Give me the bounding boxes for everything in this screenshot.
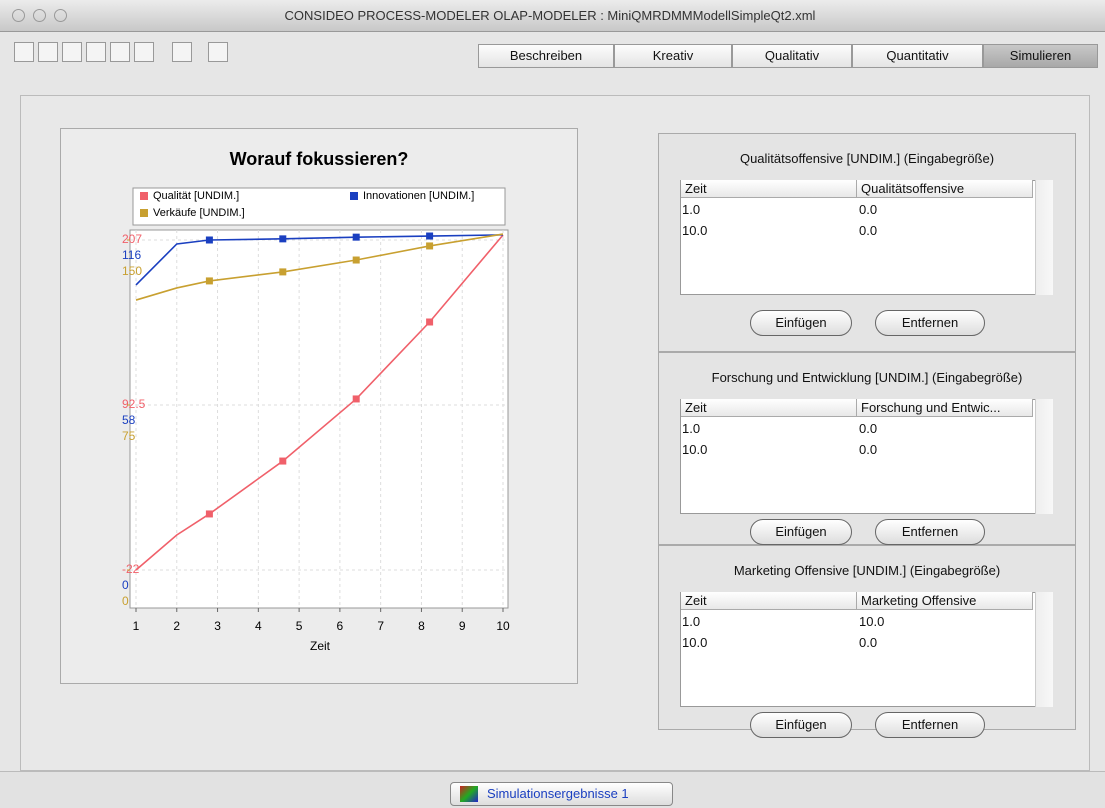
button[interactable]: Einfügen	[750, 310, 852, 336]
column-header: Qualitätsoffensive	[857, 180, 1033, 198]
results-icon	[460, 786, 478, 802]
table-cell: 10.0	[682, 223, 708, 238]
button[interactable]: Entfernen	[875, 519, 985, 545]
table-cell: 10.0	[682, 635, 708, 650]
minimize-button[interactable]	[33, 9, 46, 22]
table-cell: 0.0	[859, 421, 878, 436]
table-cell: 0.0	[859, 223, 878, 238]
button[interactable]: Einfügen	[750, 519, 852, 545]
table-cell: 0.0	[859, 635, 878, 650]
undo-icon[interactable]	[110, 42, 130, 62]
open-icon[interactable]	[38, 42, 58, 62]
zoom-button[interactable]	[54, 9, 67, 22]
tab[interactable]: Simulieren	[983, 44, 1098, 68]
table-cell: 1.0	[682, 202, 701, 217]
column-header: Zeit	[681, 592, 857, 610]
scrollbar	[1035, 592, 1053, 707]
table	[680, 592, 1053, 707]
table-cell: 0.0	[859, 442, 878, 457]
column-header: Forschung und Entwic...	[857, 399, 1033, 417]
title-bar: CONSIDEO PROCESS-MODELER OLAP-MODELER : …	[0, 0, 1105, 32]
scrollbar	[1035, 399, 1053, 514]
table-cell: 0.0	[859, 202, 878, 217]
window-title: CONSIDEO PROCESS-MODELER OLAP-MODELER : …	[284, 8, 816, 23]
scrollbar	[1035, 180, 1053, 295]
results-tab[interactable]: Simulationsergebnisse 1	[450, 782, 673, 806]
tab[interactable]: Kreativ	[614, 44, 732, 68]
tab[interactable]: Beschreiben	[478, 44, 614, 68]
new-icon[interactable]	[14, 42, 34, 62]
column-header: Zeit	[681, 180, 857, 198]
button[interactable]: Entfernen	[875, 712, 985, 738]
table-cell: 10.0	[859, 614, 885, 629]
column-header: Marketing Offensive	[857, 592, 1033, 610]
table-cell: 1.0	[682, 421, 701, 436]
table-cell: 1.0	[682, 614, 701, 629]
button[interactable]: Einfügen	[750, 712, 852, 738]
button[interactable]: Entfernen	[875, 310, 985, 336]
tab[interactable]: Quantitativ	[852, 44, 983, 68]
chart-panel	[60, 128, 578, 684]
redo-icon[interactable]	[134, 42, 154, 62]
copy-icon[interactable]	[62, 42, 82, 62]
panel-title: Qualitätsoffensive [UNDIM.] (Eingabegröß…	[739, 151, 995, 166]
close-button[interactable]	[12, 9, 25, 22]
export-icon[interactable]	[208, 42, 228, 62]
column-header: Zeit	[681, 399, 857, 417]
tab[interactable]: Qualitativ	[732, 44, 852, 68]
table-cell: 10.0	[682, 442, 708, 457]
table	[680, 399, 1053, 514]
run-icon[interactable]	[172, 42, 192, 62]
panel-title: Forschung und Entwicklung [UNDIM.] (Eing…	[711, 370, 1023, 385]
save-icon[interactable]	[86, 42, 106, 62]
panel-title: Marketing Offensive [UNDIM.] (Eingabegrö…	[733, 563, 1001, 578]
